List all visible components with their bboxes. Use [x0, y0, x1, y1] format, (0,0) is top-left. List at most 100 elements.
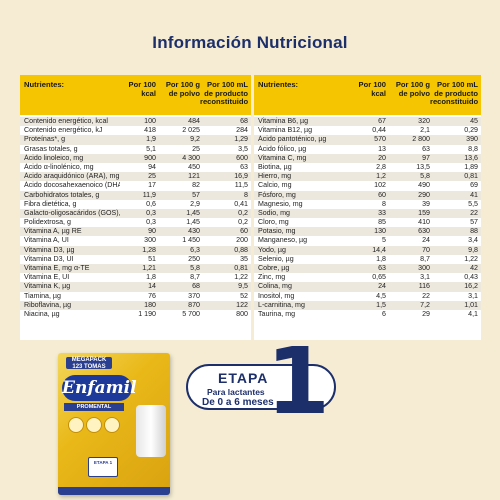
value-per-100kcal: 1,2	[376, 172, 386, 181]
stage-number: 1	[265, 328, 330, 435]
value-per-100ml: 0,81	[234, 264, 248, 272]
value-per-100ml: 1,22	[464, 254, 478, 263]
nutrient-name: Ácido docosahexaenoico (DHA), mg	[24, 181, 120, 190]
value-per-100kcal: 1,21	[142, 264, 156, 272]
nutrient-name: Tiamina, µg	[24, 291, 61, 300]
value-per-100ml: 1,29	[234, 135, 248, 144]
value-per-100g: 484	[188, 117, 200, 125]
value-per-100g: 250	[188, 254, 200, 263]
table-row: Ácido araquidónico (ARA), mg 25 121 16,9	[20, 172, 251, 182]
value-per-100ml: 16,2	[464, 282, 478, 291]
value-per-100kcal: 11,9	[142, 190, 156, 199]
value-per-100kcal: 94	[148, 162, 156, 171]
value-per-100ml: 9,5	[238, 282, 248, 291]
nutrient-name: Fósforo, mg	[258, 190, 296, 199]
table-row: Vitamina E, UI 1,8 8,7 1,22	[20, 273, 251, 282]
value-per-100kcal: 2,8	[376, 162, 386, 171]
table-row: Contenido energético, kcal 100 484 68	[20, 117, 251, 127]
table-row: Galacto-oligosacáridos (GOS), g 0,3 1,45 0,…	[20, 208, 251, 219]
value-per-100kcal: 1,9	[146, 135, 156, 144]
value-per-100ml: 41	[470, 190, 478, 199]
value-per-100ml: 600	[236, 153, 248, 162]
table-row: Carbohidratos totales, g 11,9 57 8	[20, 190, 251, 200]
table-row: Sodio, mg 33 159 22	[254, 208, 481, 219]
nutrient-name: Ácido α-linolénico, mg	[24, 162, 94, 171]
stage-subtitle-2: De 0 a 6 meses	[202, 397, 274, 408]
table-row: Ácido linoleico, mg 900 4 300 600	[20, 153, 251, 163]
table-row: Selenio, µg 1,8 8,7 1,22	[254, 255, 481, 264]
nutrient-name: Ácido linoleico, mg	[24, 153, 84, 162]
value-per-100g: 1 450	[182, 236, 200, 245]
table-body: Contenido energético, kcal 100 484 68 Conten…	[20, 115, 251, 319]
product-box-image: MEGAPACK 123 TOMAS Enfamil PROMENTAL ETA…	[58, 353, 170, 495]
value-per-100g: 2 025	[182, 126, 200, 135]
nutrient-name: Vitamina A, UI	[24, 236, 69, 245]
value-per-100g: 320	[418, 117, 430, 125]
nutrient-name: Hierro, mg	[258, 172, 292, 181]
product-line-label: PROMENTAL	[64, 403, 124, 411]
value-per-100g: 25	[192, 144, 200, 153]
header-per-100g: Por 100 g de polvo	[395, 80, 430, 98]
value-per-100kcal: 14,4	[372, 245, 386, 254]
value-per-100kcal: 0,6	[146, 199, 156, 208]
value-per-100g: 9,2	[190, 135, 200, 144]
value-per-100kcal: 1,5	[376, 300, 386, 309]
value-per-100g: 3,1	[420, 273, 430, 282]
value-per-100kcal: 4,5	[376, 291, 386, 300]
value-per-100ml: 1,01	[464, 300, 478, 309]
stage-label: ETAPA 1	[88, 457, 118, 477]
table-row: Vitamina K, µg 14 68 9,5	[20, 282, 251, 292]
value-per-100ml: 0,88	[234, 245, 248, 254]
table-row: Cobre, µg 63 300 42	[254, 264, 481, 274]
nutrient-name: Cloro, mg	[258, 218, 289, 227]
nutrient-name: Selenio, µg	[258, 254, 294, 263]
table-row: Magnesio, mg 8 39 5,5	[254, 200, 481, 209]
nutrient-name: Vitamina K, µg	[24, 282, 71, 291]
value-per-100ml: 9,8	[468, 245, 478, 254]
value-per-100kcal: 0,65	[372, 273, 386, 282]
value-per-100g: 2 800	[412, 135, 430, 144]
value-per-100kcal: 418	[144, 126, 156, 135]
table-row: Fibra dietética, g 0,6 2,9 0,41	[20, 200, 251, 209]
table-row: Vitamina D3, UI 51 250 35	[20, 255, 251, 264]
value-per-100kcal: 0,3	[146, 218, 156, 227]
table-row: Vitamina A, UI 300 1 450 200	[20, 236, 251, 245]
table-row: Ácido pantoténico, µg 570 2 800 390	[254, 135, 481, 145]
value-per-100g: 4 300	[182, 153, 200, 162]
nutrient-name: Fibra dietética, g	[24, 199, 77, 208]
value-per-100g: 29	[422, 309, 430, 318]
value-per-100ml: 57	[470, 218, 478, 227]
value-per-100kcal: 6	[382, 309, 386, 318]
table-row: Zinc, mg 0,65 3,1 0,43	[254, 273, 481, 282]
header-nutrientes: Nutrientes:	[258, 80, 299, 89]
value-per-100g: 68	[192, 282, 200, 291]
nutrient-name: Taurina, mg	[258, 309, 296, 318]
nutrient-name: Zinc, mg	[258, 273, 286, 282]
nutrient-name: Ácido araquidónico (ARA), mg	[24, 172, 120, 181]
value-per-100g: 121	[188, 172, 200, 181]
value-per-100kcal: 570	[374, 135, 386, 144]
value-per-100kcal: 5,1	[146, 144, 156, 153]
value-per-100kcal: 0,44	[372, 126, 386, 135]
value-per-100g: 2,9	[190, 199, 200, 208]
value-per-100ml: 13,6	[464, 153, 478, 162]
table-header: Nutrientes: Por 100 kcal Por 100 g de po…	[20, 75, 251, 115]
table-row: Vitamina A, µg RE 90 430 60	[20, 227, 251, 237]
table-row: Proteínas*, g 1,9 9,2 1,29	[20, 135, 251, 145]
header-per-100kcal: Por 100 kcal	[128, 80, 156, 98]
table-row: Cloro, mg 85 410 57	[254, 218, 481, 227]
value-per-100kcal: 1,8	[146, 273, 156, 282]
value-per-100kcal: 33	[378, 208, 386, 217]
value-per-100ml: 8	[244, 190, 248, 199]
nutrient-name: Riboflavina, µg	[24, 300, 72, 309]
value-per-100ml: 0,2	[238, 218, 248, 227]
value-per-100kcal: 100	[144, 117, 156, 125]
value-per-100ml: 11,5	[234, 181, 248, 190]
table-row: Grasas totales, g 5,1 25 3,5	[20, 145, 251, 154]
value-per-100g: 2,1	[420, 126, 430, 135]
nutrient-name: Niacina, µg	[24, 309, 60, 318]
table-row: Vitamina E, mg α-TE 1,21 5,8 0,81	[20, 264, 251, 274]
value-per-100ml: 0,29	[464, 126, 478, 135]
header-nutrientes: Nutrientes:	[24, 80, 65, 89]
value-per-100g: 70	[422, 245, 430, 254]
